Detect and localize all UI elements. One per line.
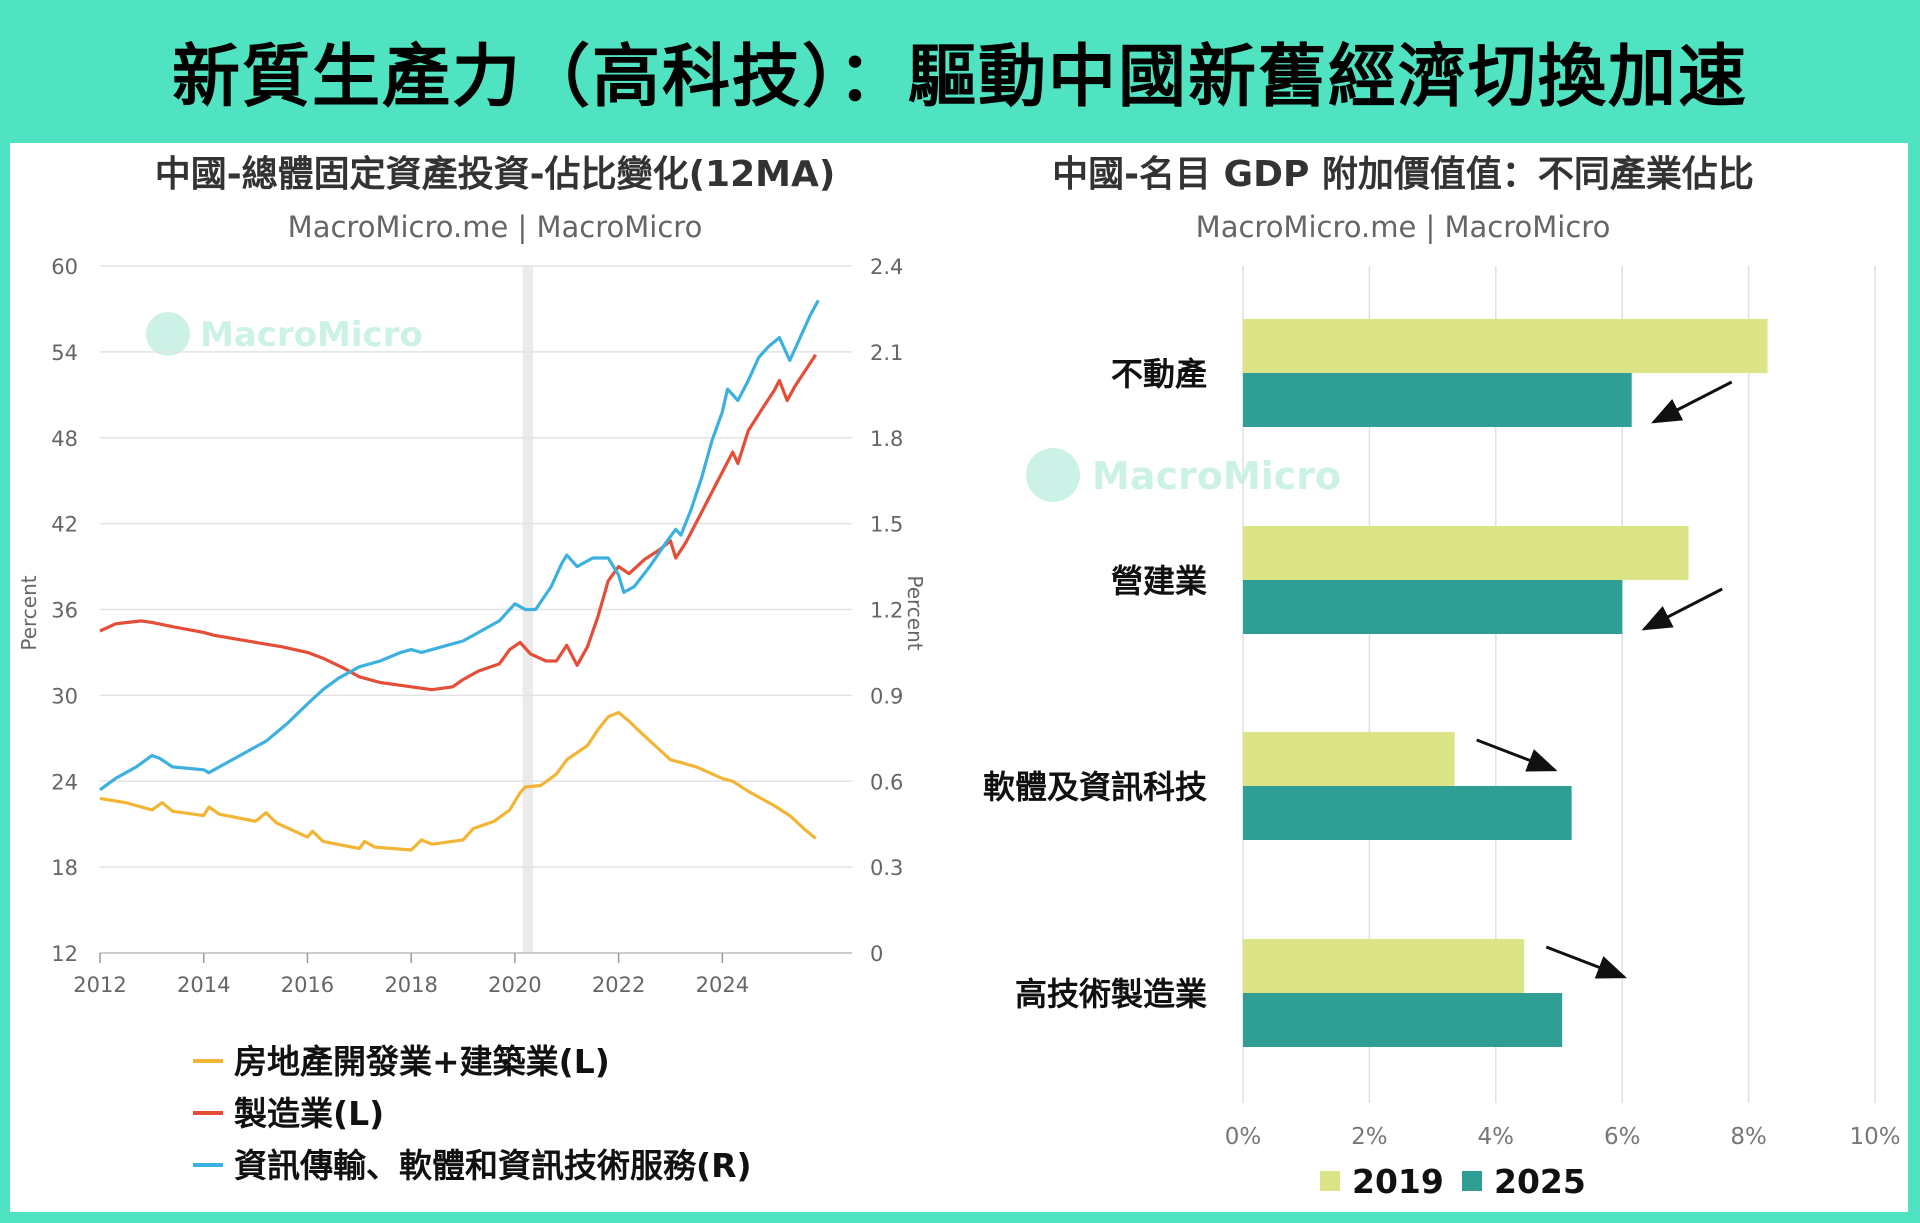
watermark-logo-icon: [146, 312, 190, 356]
y-right-tick-label: 1.5: [870, 513, 903, 537]
y-axis-right-ticks: 2.4 2.1 1.8 1.5 1.2 0.9 0.6 0.3 0: [870, 255, 903, 966]
content-panel: 中國-總體固定資產投資-佔比變化(12MA) MacroMicro.me | M…: [10, 143, 1908, 1212]
x-tick-label: 0%: [1225, 1124, 1262, 1150]
y-left-tick-label: 48: [51, 427, 78, 451]
x-tick-label: 6%: [1604, 1124, 1641, 1150]
y-right-tick-label: 0.3: [870, 856, 903, 880]
bar-chart-title: 中國-名目 GDP 附加價值值：不同產業佔比: [1052, 154, 1754, 195]
line-chart-subtitle: MacroMicro.me | MacroMicro: [288, 210, 703, 244]
y-right-tick-label: 2.4: [870, 255, 903, 279]
y-left-tick-label: 42: [51, 513, 78, 537]
y-axis-left-label: Percent: [17, 575, 41, 650]
line-series-group: [99, 299, 820, 852]
x-tick-label: 2020: [488, 973, 541, 997]
category-label: 高技術製造業: [1015, 975, 1207, 1013]
y-right-tick-label: 0: [870, 942, 883, 966]
y-axis-left-ticks: 60 54 48 42 36 30 24 18 12: [51, 255, 78, 966]
line-chart-watermark-text: MacroMicro: [200, 315, 423, 355]
line-series-1: [99, 710, 817, 852]
bar-2019: [1243, 319, 1768, 373]
bar-chart-watermark-text: MacroMicro: [1092, 454, 1341, 498]
trend-arrow-icon: [1651, 380, 1733, 424]
x-tick-label: 2016: [281, 973, 334, 997]
x-tick-label: 2024: [696, 973, 749, 997]
x-tick-label: 2%: [1351, 1124, 1388, 1150]
y-right-tick-label: 0.6: [870, 770, 903, 794]
category-label: 不動產: [1111, 355, 1207, 393]
x-axis-ticks: 2012 2014 2016 2018 2020 2022 2024: [73, 953, 749, 997]
bar-2019: [1243, 939, 1525, 993]
x-tick-label: 2014: [177, 973, 230, 997]
x-tick-label: 2018: [384, 973, 437, 997]
trend-arrow-icon: [1476, 738, 1558, 772]
line-chart-title: 中國-總體固定資產投資-佔比變化(12MA): [155, 154, 836, 195]
y-right-tick-label: 2.1: [870, 341, 903, 365]
bar-series-group: [1243, 319, 1768, 1047]
y-right-tick-label: 1.8: [870, 427, 903, 451]
bar-2025: [1243, 786, 1572, 840]
trend-arrow-icon: [1641, 587, 1723, 631]
y-left-tick-label: 36: [51, 599, 78, 623]
line-chart-watermark: MacroMicro: [146, 312, 423, 356]
x-tick-label: 4%: [1478, 1124, 1515, 1150]
watermark-logo-icon: [1026, 448, 1080, 502]
x-tick-label: 8%: [1730, 1124, 1767, 1150]
y-right-tick-label: 0.9: [870, 684, 903, 708]
charts-canvas: 中國-總體固定資產投資-佔比變化(12MA) MacroMicro.me | M…: [17, 154, 1901, 1201]
page-headline: 新質生產力（高科技）：驅動中國新舊經濟切換加速: [171, 37, 1748, 117]
y-left-tick-label: 30: [51, 684, 78, 708]
legend-swatch: [1462, 1171, 1482, 1191]
bar-chart-watermark: MacroMicro: [1026, 448, 1341, 502]
legend-entry: 2019: [1352, 1162, 1444, 1201]
y-left-tick-label: 60: [51, 255, 78, 279]
bar-2019: [1243, 526, 1689, 580]
bar-chart: 中國-名目 GDP 附加價值值：不同產業佔比 MacroMicro.me | M…: [983, 154, 1901, 1201]
y-left-tick-label: 54: [51, 341, 78, 365]
bar-2025: [1243, 993, 1563, 1047]
y-left-tick-label: 12: [51, 942, 78, 966]
category-label: 軟體及資訊科技: [983, 768, 1207, 806]
bar-x-axis-ticks: 0% 2% 4% 6% 8% 10%: [1225, 1124, 1901, 1150]
legend-swatch: [1320, 1171, 1340, 1191]
legend-entry: 2025: [1494, 1162, 1586, 1201]
bar-2019: [1243, 732, 1455, 786]
legend-entry: 製造業(L): [234, 1094, 384, 1133]
line-chart-grid: [100, 265, 852, 954]
x-tick-label: 10%: [1849, 1124, 1900, 1150]
y-left-tick-label: 18: [51, 856, 78, 880]
bar-2025: [1243, 373, 1632, 427]
category-label: 營建業: [1111, 562, 1207, 600]
line-series-2: [99, 353, 818, 692]
trend-arrows: [1476, 380, 1733, 979]
line-chart: 中國-總體固定資產投資-佔比變化(12MA) MacroMicro.me | M…: [17, 154, 927, 1185]
bar-2025: [1243, 580, 1623, 634]
y-axis-right-label: Percent: [903, 575, 927, 650]
line-chart-legend: 房地產開發業+建築業(L) 製造業(L) 資訊傳輸、軟體和資訊技術服務(R): [193, 1042, 752, 1185]
x-tick-label: 2012: [73, 973, 126, 997]
bar-chart-subtitle: MacroMicro.me | MacroMicro: [1196, 210, 1611, 244]
bar-chart-legend: 2019 2025: [1320, 1162, 1586, 1201]
trend-arrow-icon: [1545, 945, 1628, 979]
y-left-tick-label: 24: [51, 770, 78, 794]
y-right-tick-label: 1.2: [870, 599, 903, 623]
legend-entry: 房地產開發業+建築業(L): [234, 1042, 610, 1081]
legend-entry: 資訊傳輸、軟體和資訊技術服務(R): [234, 1146, 752, 1185]
line-series-3: [99, 299, 820, 792]
x-tick-label: 2022: [592, 973, 645, 997]
